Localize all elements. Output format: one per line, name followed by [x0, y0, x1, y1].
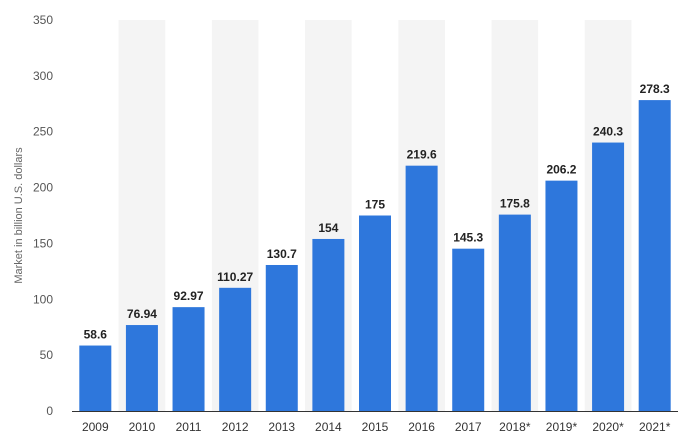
y-axis-title: Market in billion U.S. dollars — [13, 147, 25, 284]
x-tick-label: 2013 — [268, 420, 295, 434]
bar — [498, 214, 531, 411]
bar — [312, 238, 345, 411]
bar — [125, 325, 158, 411]
bar — [79, 345, 112, 411]
data-labels: 58.6 76.94 92.97 110.27 130.7 154 175 219.6 145.… — [84, 82, 670, 341]
data-label: 154 — [318, 221, 338, 235]
y-tick-label: 100 — [33, 292, 53, 306]
y-axis-ticks: 0 50 100 150 200 250 300 350 — [33, 13, 53, 418]
data-label: 76.94 — [127, 307, 157, 321]
bar — [172, 307, 205, 411]
bar — [592, 142, 625, 411]
data-label: 240.3 — [593, 125, 623, 139]
x-tick-label: 2018* — [499, 420, 531, 434]
x-tick-label: 2015 — [362, 420, 389, 434]
x-tick-label: 2019* — [546, 420, 578, 434]
y-tick-label: 350 — [33, 13, 53, 27]
data-label: 175 — [365, 198, 385, 212]
x-tick-label: 2014 — [315, 420, 342, 434]
x-tick-label: 2009 — [82, 420, 109, 434]
data-label: 278.3 — [640, 82, 670, 96]
bar — [638, 100, 671, 411]
data-label: 175.8 — [500, 197, 530, 211]
data-label: 130.7 — [267, 247, 297, 261]
bar — [265, 264, 298, 411]
y-tick-label: 50 — [40, 348, 54, 362]
y-tick-label: 250 — [33, 125, 53, 139]
data-label: 145.3 — [453, 231, 483, 245]
data-label: 110.27 — [217, 270, 253, 284]
x-tick-label: 2011 — [176, 420, 202, 434]
y-tick-label: 150 — [33, 236, 53, 250]
data-label: 219.6 — [407, 148, 437, 162]
bar — [545, 180, 578, 411]
bar — [359, 215, 391, 411]
data-label: 206.2 — [546, 163, 576, 177]
x-tick-label: 2020* — [592, 420, 624, 434]
bar — [452, 248, 485, 411]
x-axis-ticks: 2009 2010 2011 2012 2013 2014 2015 2016 2017 2018… — [82, 420, 671, 434]
x-tick-label: 2021* — [639, 420, 671, 434]
x-tick-label: 2017 — [455, 420, 482, 434]
bar — [219, 287, 252, 411]
y-tick-label: 300 — [33, 69, 53, 83]
bars — [79, 100, 671, 411]
x-tick-label: 2016 — [408, 420, 435, 434]
data-label: 58.6 — [84, 328, 108, 342]
x-tick-label: 2010 — [129, 420, 156, 434]
data-label: 92.97 — [174, 289, 204, 303]
bar — [405, 165, 438, 411]
y-tick-label: 200 — [33, 181, 53, 195]
x-tick-label: 2012 — [222, 420, 249, 434]
y-tick-label: 0 — [46, 404, 53, 418]
